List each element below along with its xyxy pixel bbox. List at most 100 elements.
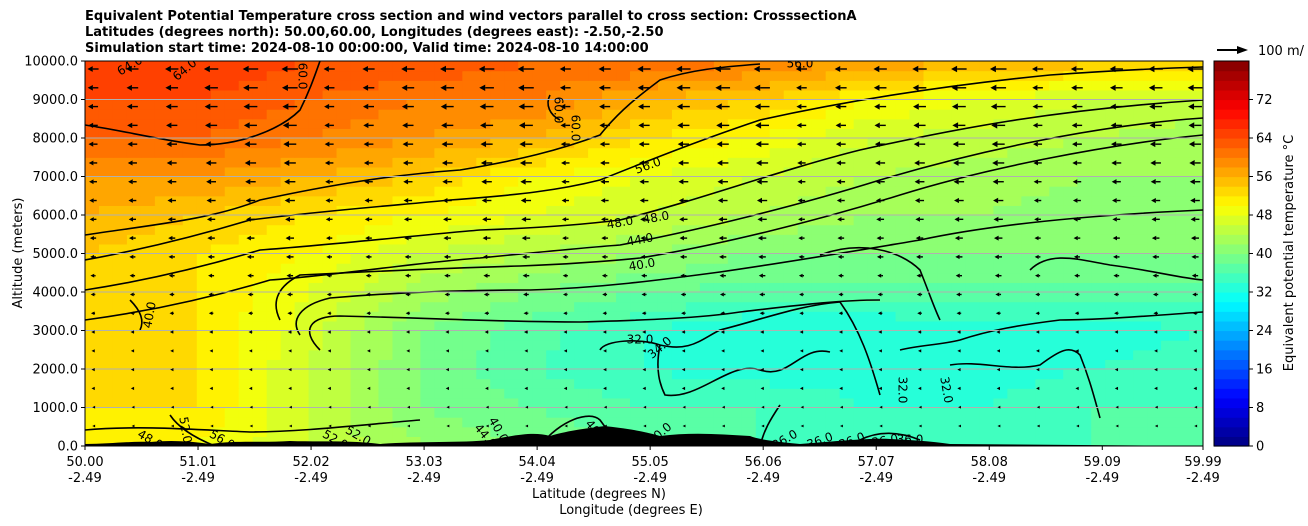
field-cell: [644, 147, 659, 158]
wind-vector: [760, 330, 765, 334]
field-cell: [1105, 253, 1120, 264]
field-cell: [853, 243, 869, 255]
wind-vector: [598, 84, 611, 91]
field-cell: [462, 224, 477, 235]
field-cell: [909, 282, 925, 293]
field-cell: [783, 407, 799, 418]
field-cell: [769, 70, 785, 81]
field-cell: [881, 311, 897, 322]
field-cell: [574, 109, 589, 120]
field-cell: [98, 369, 114, 380]
field-cell: [1189, 70, 1203, 81]
field-cell: [1077, 89, 1092, 101]
wind-vector: [1149, 141, 1162, 148]
field-cell: [546, 224, 561, 235]
wind-vector: [602, 330, 607, 334]
field-cell: [420, 147, 435, 158]
field-cell: [504, 359, 519, 370]
colorbar-swatch: [1214, 147, 1249, 158]
field-cell: [811, 359, 827, 370]
wind-vector: [441, 122, 454, 129]
field-cell: [1175, 311, 1190, 322]
field-cell: [392, 157, 408, 168]
field-cell: [644, 138, 659, 149]
wind-vector: [169, 330, 174, 334]
field-cell: [839, 272, 855, 283]
wind-vector: [599, 103, 611, 110]
wind-vector: [208, 311, 214, 316]
field-cell: [1049, 80, 1064, 91]
field-cell: [420, 89, 435, 101]
field-cell: [462, 176, 477, 187]
wind-vector: [1110, 141, 1122, 147]
wind-vector: [1075, 367, 1079, 372]
field-cell: [671, 292, 687, 303]
field-cell: [1091, 388, 1106, 399]
wind-vector: [994, 254, 1002, 260]
wind-vector: [601, 273, 608, 278]
field-cell: [616, 157, 631, 168]
wind-vector: [325, 198, 333, 203]
wind-vector: [1073, 217, 1081, 222]
field-cell: [951, 224, 967, 235]
wind-vector: [366, 311, 371, 316]
field-cell: [769, 436, 785, 446]
field-cell: [755, 224, 771, 235]
field-cell: [839, 118, 855, 129]
field-cell: [518, 61, 533, 72]
field-cell: [825, 388, 841, 399]
field-cell: [560, 369, 575, 380]
field-cell: [448, 417, 463, 428]
field-cell: [895, 89, 911, 101]
field-cell: [965, 282, 980, 293]
field-cell: [210, 359, 226, 370]
field-cell: [532, 195, 547, 206]
field-cell: [196, 359, 212, 370]
field-cell: [685, 205, 701, 216]
field-cell: [560, 89, 575, 101]
field-cell: [448, 109, 463, 120]
field-cell: [671, 70, 687, 81]
wind-vector: [1072, 160, 1082, 166]
contour-label: 60.0: [552, 97, 566, 124]
field-cell: [490, 417, 505, 428]
field-cell: [588, 224, 603, 235]
wind-vector: [957, 386, 961, 391]
field-cell: [769, 263, 785, 274]
field-cell: [154, 378, 170, 389]
field-cell: [1105, 138, 1120, 149]
field-cell: [294, 234, 310, 245]
wind-vector: [131, 405, 135, 409]
field-cell: [867, 311, 883, 322]
field-cell: [252, 80, 268, 91]
field-cell: [1091, 70, 1106, 81]
wind-vector: [480, 141, 493, 148]
x-tick-label-lat: 58.08: [971, 455, 1008, 470]
field-cell: [1077, 195, 1092, 206]
field-cell: [308, 369, 324, 380]
field-cell: [909, 109, 925, 120]
field-cell: [280, 89, 296, 101]
field-cell: [434, 388, 449, 399]
field-cell: [1063, 397, 1078, 409]
field-cell: [853, 378, 869, 389]
wind-vector: [364, 179, 373, 185]
field-cell: [210, 282, 226, 293]
field-cell: [196, 243, 212, 255]
field-cell: [616, 128, 631, 139]
field-cell: [811, 436, 827, 446]
field-cell: [951, 340, 967, 351]
field-cell: [252, 147, 268, 158]
wind-vector: [795, 66, 808, 72]
field-cell: [979, 407, 994, 418]
field-cell: [741, 282, 757, 293]
field-cell: [406, 166, 421, 178]
field-cell: [196, 349, 212, 360]
field-cell: [518, 147, 533, 158]
field-cell: [909, 340, 925, 351]
field-cell: [420, 359, 435, 370]
field-cell: [741, 359, 757, 370]
y-tick-label: 7000.0: [33, 170, 79, 185]
field-cell: [1091, 205, 1106, 216]
field-cell: [1021, 205, 1036, 216]
